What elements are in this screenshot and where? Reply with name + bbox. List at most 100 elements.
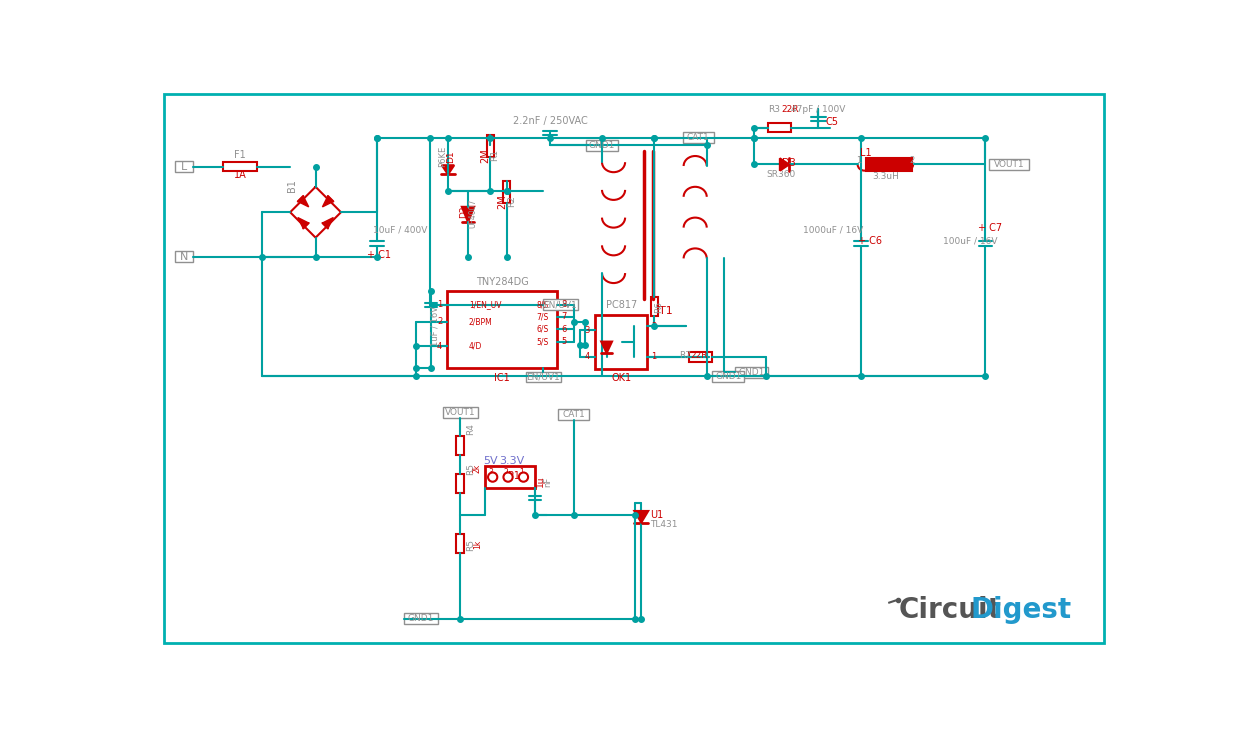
Text: TNY284DG: TNY284DG <box>475 276 528 286</box>
Polygon shape <box>601 342 612 353</box>
Bar <box>558 410 589 420</box>
Bar <box>502 182 511 203</box>
Text: 3.3V: 3.3V <box>500 456 524 466</box>
Polygon shape <box>442 165 454 174</box>
Text: L: L <box>181 162 187 172</box>
Text: 2/BPM: 2/BPM <box>469 317 492 326</box>
Text: 2: 2 <box>909 156 915 165</box>
Bar <box>683 132 714 143</box>
Bar <box>526 372 562 383</box>
Bar <box>174 252 193 262</box>
Text: 1/EN_UV: 1/EN_UV <box>469 300 501 309</box>
Text: L1: L1 <box>860 148 872 158</box>
Text: VOUT1: VOUT1 <box>995 160 1024 169</box>
Polygon shape <box>323 196 333 207</box>
Text: GND1: GND1 <box>408 615 434 623</box>
Bar <box>223 162 257 171</box>
Text: UF4007: UF4007 <box>468 198 477 227</box>
Text: 22R: 22R <box>690 351 708 360</box>
Text: Digest: Digest <box>970 596 1071 623</box>
Text: 1: 1 <box>651 353 656 362</box>
Text: 2.2nF / 250VAC: 2.2nF / 250VAC <box>513 116 588 125</box>
Bar <box>543 299 578 310</box>
Bar <box>174 161 193 172</box>
Text: OK1: OK1 <box>611 373 631 383</box>
Text: R7: R7 <box>679 351 691 360</box>
Text: TL431: TL431 <box>651 521 678 529</box>
Text: 8: 8 <box>562 300 567 309</box>
Text: IC1: IC1 <box>494 373 510 383</box>
Bar <box>456 534 464 553</box>
Text: R1: R1 <box>490 149 499 161</box>
Text: 2: 2 <box>651 321 656 331</box>
Text: VOUT1: VOUT1 <box>445 408 476 417</box>
Text: 1A: 1A <box>234 171 246 180</box>
Bar <box>586 140 618 151</box>
Text: 1: 1 <box>518 468 523 477</box>
Text: D2: D2 <box>459 206 468 219</box>
Text: 6/S: 6/S <box>537 324 549 334</box>
Text: P6KE: P6KE <box>438 146 447 168</box>
Polygon shape <box>635 511 648 523</box>
Text: R3: R3 <box>768 104 779 114</box>
Circle shape <box>518 472 528 482</box>
Text: GND1: GND1 <box>715 372 741 381</box>
Bar <box>713 371 745 381</box>
Circle shape <box>503 472 512 482</box>
Text: 1k: 1k <box>473 540 481 550</box>
Text: R5: R5 <box>466 539 475 551</box>
Text: PC817: PC817 <box>606 300 637 311</box>
Text: CAT1: CAT1 <box>687 133 710 142</box>
Polygon shape <box>323 217 333 228</box>
Text: 47pF / 100V: 47pF / 100V <box>792 104 846 114</box>
Polygon shape <box>298 217 309 228</box>
Text: 1: 1 <box>437 300 442 309</box>
Text: 10uF / 400V: 10uF / 400V <box>374 225 428 235</box>
Bar <box>689 351 713 362</box>
Text: R5: R5 <box>466 463 475 475</box>
Bar <box>768 123 792 132</box>
Text: 7/S: 7/S <box>537 313 549 321</box>
Text: T1: T1 <box>659 305 673 316</box>
Text: 2: 2 <box>503 468 508 477</box>
Text: nF: nF <box>543 477 553 487</box>
Polygon shape <box>779 158 789 171</box>
Text: 2k: 2k <box>473 464 481 473</box>
Text: 5V: 5V <box>482 456 497 466</box>
Text: 7: 7 <box>562 313 567 321</box>
Bar <box>990 159 1029 170</box>
Text: + C1: + C1 <box>367 250 391 260</box>
Bar <box>486 135 495 157</box>
Text: D3: D3 <box>782 158 795 168</box>
Text: R2: R2 <box>507 195 516 207</box>
Text: D1: D1 <box>447 150 455 163</box>
Text: 22R: 22R <box>781 104 799 114</box>
Bar <box>404 613 438 624</box>
Text: R6: R6 <box>653 301 663 313</box>
Text: + C6: + C6 <box>858 236 882 246</box>
Text: GND1: GND1 <box>589 141 615 149</box>
Text: U1: U1 <box>651 510 664 520</box>
Text: C5: C5 <box>826 117 839 127</box>
Text: 2: 2 <box>437 317 442 326</box>
Text: 3.3uH: 3.3uH <box>872 171 899 181</box>
Text: 5/S: 5/S <box>537 337 549 346</box>
Text: 2M: 2M <box>497 194 507 208</box>
Text: SR360: SR360 <box>767 170 797 179</box>
Text: F1: F1 <box>234 150 246 160</box>
Text: 1uF / 16V: 1uF / 16V <box>430 306 439 346</box>
Text: EN/UV1: EN/UV1 <box>543 300 578 309</box>
Bar <box>485 467 536 488</box>
Text: Circuit: Circuit <box>898 596 1001 623</box>
Bar <box>443 407 477 418</box>
Text: + C7: + C7 <box>977 223 1002 233</box>
Text: 2M: 2M <box>480 148 490 163</box>
Text: CAT1: CAT1 <box>562 410 585 419</box>
Text: 1000uF / 16V: 1000uF / 16V <box>803 225 863 235</box>
Text: 8/S: 8/S <box>537 300 549 309</box>
Bar <box>735 367 767 378</box>
Bar <box>456 474 464 494</box>
Text: R4: R4 <box>466 423 475 434</box>
Text: JP1: JP1 <box>506 472 521 481</box>
Text: 4/D: 4/D <box>469 342 482 351</box>
